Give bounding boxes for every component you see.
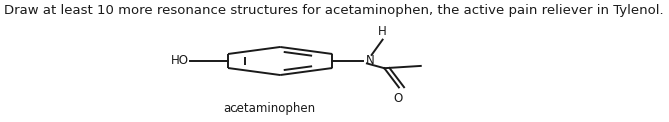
Text: HO: HO [171,55,189,67]
Text: Draw at least 10 more resonance structures for acetaminophen, the active pain re: Draw at least 10 more resonance structur… [4,4,664,17]
Text: N: N [366,54,375,67]
Text: O: O [393,92,403,105]
Text: H: H [378,25,387,38]
Text: ,: , [235,103,238,113]
Text: acetaminophen: acetaminophen [223,102,316,115]
